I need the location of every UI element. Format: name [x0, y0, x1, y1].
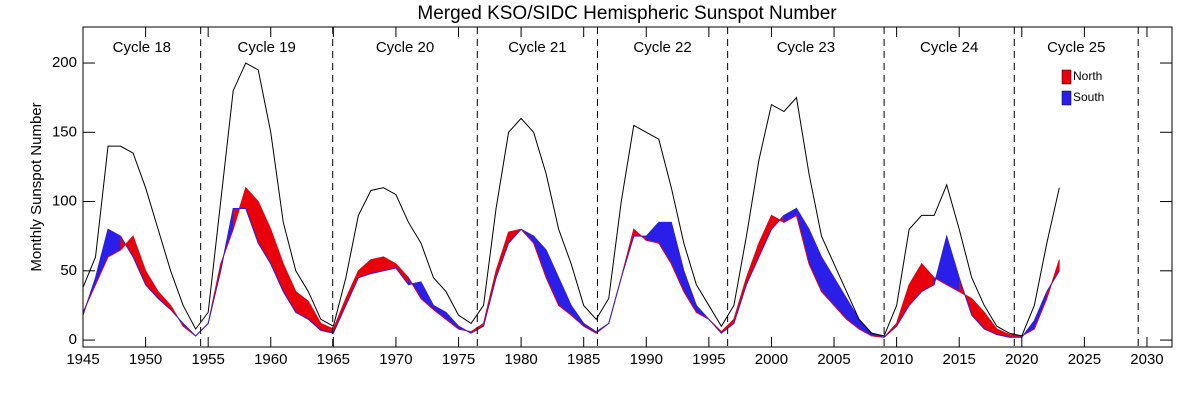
- hemisphere-band: [658, 222, 672, 265]
- chart-title: Merged KSO/SIDC Hemispheric Sunspot Numb…: [417, 3, 837, 24]
- hemisphere-edge: [82, 207, 1060, 338]
- cycle-label: Cycle 24: [920, 39, 978, 56]
- x-tick-label: 1965: [317, 351, 350, 368]
- y-tick-label: 200: [52, 54, 77, 71]
- hemisphere-band: [921, 263, 935, 293]
- hemisphere-band: [145, 269, 159, 300]
- y-axis-label: Monthly Sunspot Number: [28, 102, 45, 271]
- x-tick-label: 1960: [254, 351, 287, 368]
- x-tick-label: 1955: [191, 351, 224, 368]
- x-tick-label: 2020: [1005, 351, 1038, 368]
- y-tick-label: 0: [69, 331, 77, 348]
- hemisphere-edge: [82, 186, 1060, 338]
- plot-frame: [82, 26, 1173, 348]
- hemisphere-band: [257, 201, 272, 265]
- hemisphere-band: [946, 236, 960, 293]
- cycle-label: Cycle 22: [633, 39, 691, 56]
- hemisphere-band: [107, 228, 121, 258]
- legend-label: South: [1073, 90, 1104, 104]
- x-tick-label: 2030: [1130, 351, 1163, 368]
- y-tick-label: 100: [52, 193, 77, 210]
- hemisphere-band: [295, 290, 309, 320]
- x-tick-label: 2015: [943, 351, 976, 368]
- legend-swatch: [1061, 90, 1072, 106]
- legend-label: North: [1073, 69, 1102, 83]
- y-tick-label: 150: [52, 123, 77, 140]
- x-tick-label: 1970: [379, 351, 412, 368]
- legend-swatch: [1061, 69, 1072, 85]
- cycle-label: Cycle 23: [777, 39, 835, 56]
- cycle-label: Cycle 19: [238, 39, 296, 56]
- x-tick-label: 1945: [66, 351, 99, 368]
- x-tick-label: 2000: [755, 351, 788, 368]
- x-tick-label: 1990: [630, 351, 663, 368]
- x-tick-label: 1995: [692, 351, 725, 368]
- hemisphere-band: [270, 229, 284, 292]
- y-tick-label: 50: [60, 262, 77, 279]
- hemisphere-band: [808, 229, 822, 292]
- cycle-label: Cycle 25: [1047, 39, 1105, 56]
- x-tick-label: 2010: [880, 351, 913, 368]
- hemisphere-band: [545, 249, 559, 306]
- cycle-label: Cycle 21: [508, 39, 566, 56]
- hemisphere-band: [783, 207, 797, 223]
- x-tick-label: 2005: [817, 351, 850, 368]
- x-tick-label: 1985: [567, 351, 600, 368]
- hemisphere-band: [645, 221, 660, 244]
- cycle-label: Cycle 18: [113, 39, 171, 56]
- total-line: [82, 62, 1060, 337]
- x-tick-label: 1950: [129, 351, 162, 368]
- x-tick-label: 2025: [1068, 351, 1101, 368]
- x-tick-label: 1980: [504, 351, 537, 368]
- hemisphere-band: [245, 186, 259, 244]
- hemisphere-band: [758, 215, 772, 258]
- x-tick-label: 1975: [442, 351, 475, 368]
- hemisphere-band: [971, 297, 985, 330]
- cycle-label: Cycle 20: [376, 39, 434, 56]
- hemisphere-band: [558, 277, 572, 316]
